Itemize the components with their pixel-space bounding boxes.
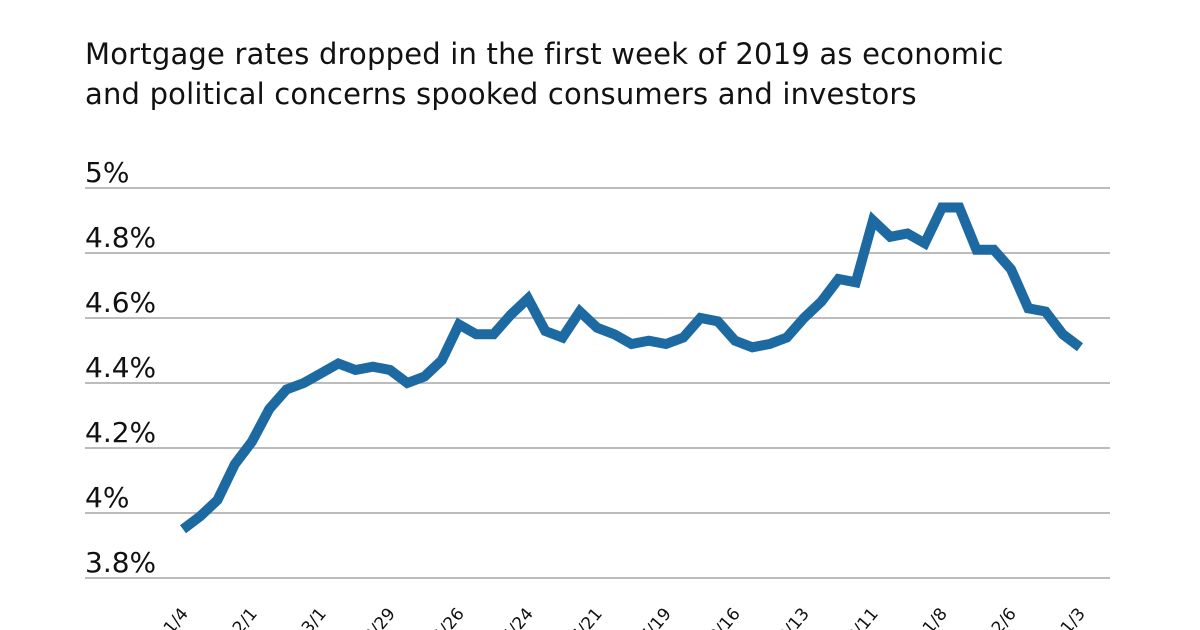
x-tick-label: 1/4 [160,604,193,630]
y-tick-label: 5% [85,156,129,189]
x-tick-label: 9/13 [774,604,814,630]
chart-title-line-1: Mortgage rates dropped in the first week… [85,37,1004,71]
x-tick-label: 3/1 [298,604,331,630]
x-tick-label: 11/8 [912,604,952,630]
y-tick-label: 4.8% [85,221,156,254]
y-tick-label: 4% [85,481,129,514]
x-tick-label: 7/19 [636,604,676,630]
series-line [179,202,1084,534]
x-tick-label: 8/16 [705,604,745,630]
x-tick-label: 5/24 [498,604,538,630]
x-tick-label: 1/3 [1057,604,1090,630]
y-tick-label: 4.6% [85,286,156,319]
x-tick-label: 6/21 [567,604,607,630]
x-tick-label: 4/26 [429,604,469,630]
x-tick-label: 10/11 [836,604,883,630]
y-tick-label: 4.2% [85,416,156,449]
x-tick-label: 12/6 [981,604,1021,630]
y-tick-label: 3.8% [85,546,156,579]
x-tick-label: 2/1 [229,604,262,630]
chart-title: Mortgage rates dropped in the first week… [85,34,1004,114]
x-tick-label: 3/29 [360,604,400,630]
y-tick-label: 4.4% [85,351,156,384]
chart-title-line-2: and political concerns spooked consumers… [85,77,917,111]
